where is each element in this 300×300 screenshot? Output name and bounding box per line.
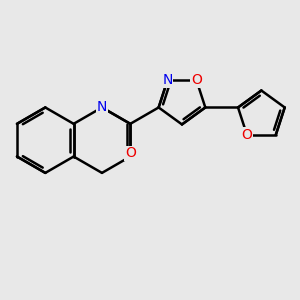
Text: N: N bbox=[97, 100, 107, 115]
Text: N: N bbox=[162, 73, 173, 87]
Text: O: O bbox=[242, 128, 252, 142]
Text: O: O bbox=[125, 146, 136, 160]
Text: O: O bbox=[191, 73, 202, 87]
